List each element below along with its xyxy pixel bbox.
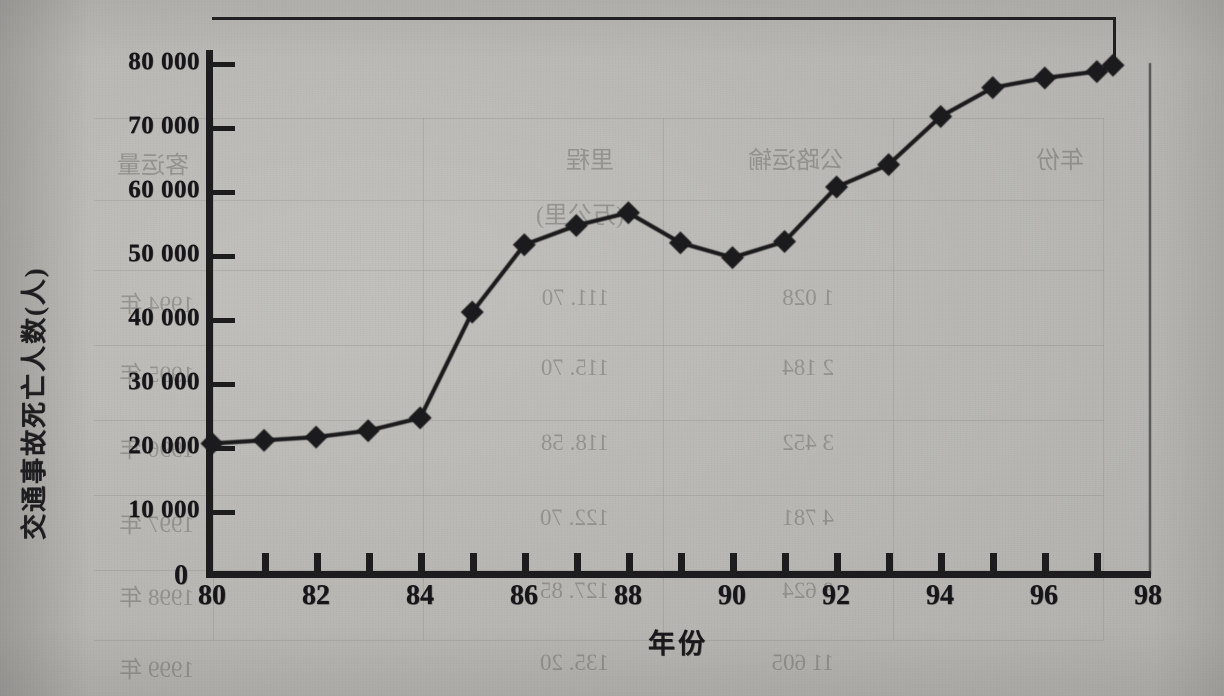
chart-frame-right-lower xyxy=(1149,63,1151,575)
chart-frame-right xyxy=(1113,17,1116,62)
y-tick-label-40000: 40 000 xyxy=(128,304,200,331)
data-point-marker xyxy=(825,175,849,199)
x-tick-label-84: 84 xyxy=(406,580,434,611)
y-tick-mark xyxy=(213,126,235,131)
data-point-marker xyxy=(1101,53,1125,77)
data-point-marker xyxy=(668,231,692,255)
y-tick-label-50000: 50 000 xyxy=(128,240,200,267)
x-tick-label-96: 96 xyxy=(1030,580,1058,611)
chart-frame-top xyxy=(212,17,1115,20)
y-tick-mark xyxy=(213,62,235,67)
data-point-marker xyxy=(200,432,224,456)
x-axis-line xyxy=(206,571,1151,578)
data-point-marker xyxy=(877,153,901,177)
data-point-marker xyxy=(1033,66,1057,90)
x-tick-mark xyxy=(262,553,269,572)
data-point-marker xyxy=(460,300,484,324)
y-tick-mark xyxy=(213,382,235,387)
x-axis-title: 年份 xyxy=(648,629,708,659)
x-tick-mark xyxy=(626,553,633,572)
data-point-marker xyxy=(512,233,536,257)
x-tick-mark xyxy=(522,553,529,572)
y-tick-mark xyxy=(213,190,235,195)
x-tick-mark xyxy=(1094,553,1101,572)
x-tick-label-80: 80 xyxy=(198,580,226,611)
data-point-marker xyxy=(356,419,380,443)
y-tick-mark xyxy=(213,254,235,259)
x-tick-label-92: 92 xyxy=(822,580,850,611)
x-tick-mark xyxy=(314,553,321,572)
data-point-marker xyxy=(981,76,1005,100)
y-tick-mark xyxy=(213,318,235,323)
data-point-marker xyxy=(616,201,640,225)
x-tick-mark xyxy=(730,553,737,572)
x-tick-mark xyxy=(938,553,945,572)
y-tick-label-20000: 20 000 xyxy=(128,432,200,459)
x-tick-mark xyxy=(782,553,789,572)
y-tick-mark xyxy=(213,510,235,515)
x-tick-mark xyxy=(886,553,893,572)
y-axis-line xyxy=(206,50,213,578)
data-point-marker xyxy=(252,428,276,452)
x-tick-mark xyxy=(678,553,685,572)
x-tick-mark xyxy=(418,553,425,572)
series-line xyxy=(209,63,1116,446)
series-markers xyxy=(200,53,1125,456)
y-tick-label-60000: 60 000 xyxy=(128,176,200,203)
y-tick-mark xyxy=(213,446,235,451)
y-tick-label-10000: 10 000 xyxy=(128,496,200,523)
y-tick-label-0: 0 xyxy=(174,560,188,591)
x-tick-label-82: 82 xyxy=(302,580,330,611)
x-tick-label-98: 98 xyxy=(1134,580,1162,611)
x-tick-mark xyxy=(834,553,841,572)
x-tick-label-88: 88 xyxy=(614,580,642,611)
y-tick-label-80000: 80 000 xyxy=(128,48,200,75)
data-point-marker xyxy=(408,406,432,430)
y-tick-label-70000: 70 000 xyxy=(128,112,200,139)
x-tick-mark xyxy=(990,553,997,572)
data-point-marker xyxy=(929,105,953,129)
y-tick-label-30000: 30 000 xyxy=(128,368,200,395)
x-tick-mark xyxy=(1042,553,1049,572)
data-point-marker xyxy=(564,214,588,238)
data-point-marker xyxy=(721,246,744,270)
data-point-marker xyxy=(773,230,797,254)
x-tick-label-90: 90 xyxy=(718,580,746,611)
x-tick-label-86: 86 xyxy=(510,580,538,611)
x-tick-mark xyxy=(574,553,581,572)
x-tick-mark xyxy=(366,553,373,572)
x-tick-label-94: 94 xyxy=(926,580,954,611)
x-tick-mark xyxy=(470,553,477,572)
data-point-marker xyxy=(304,425,328,449)
